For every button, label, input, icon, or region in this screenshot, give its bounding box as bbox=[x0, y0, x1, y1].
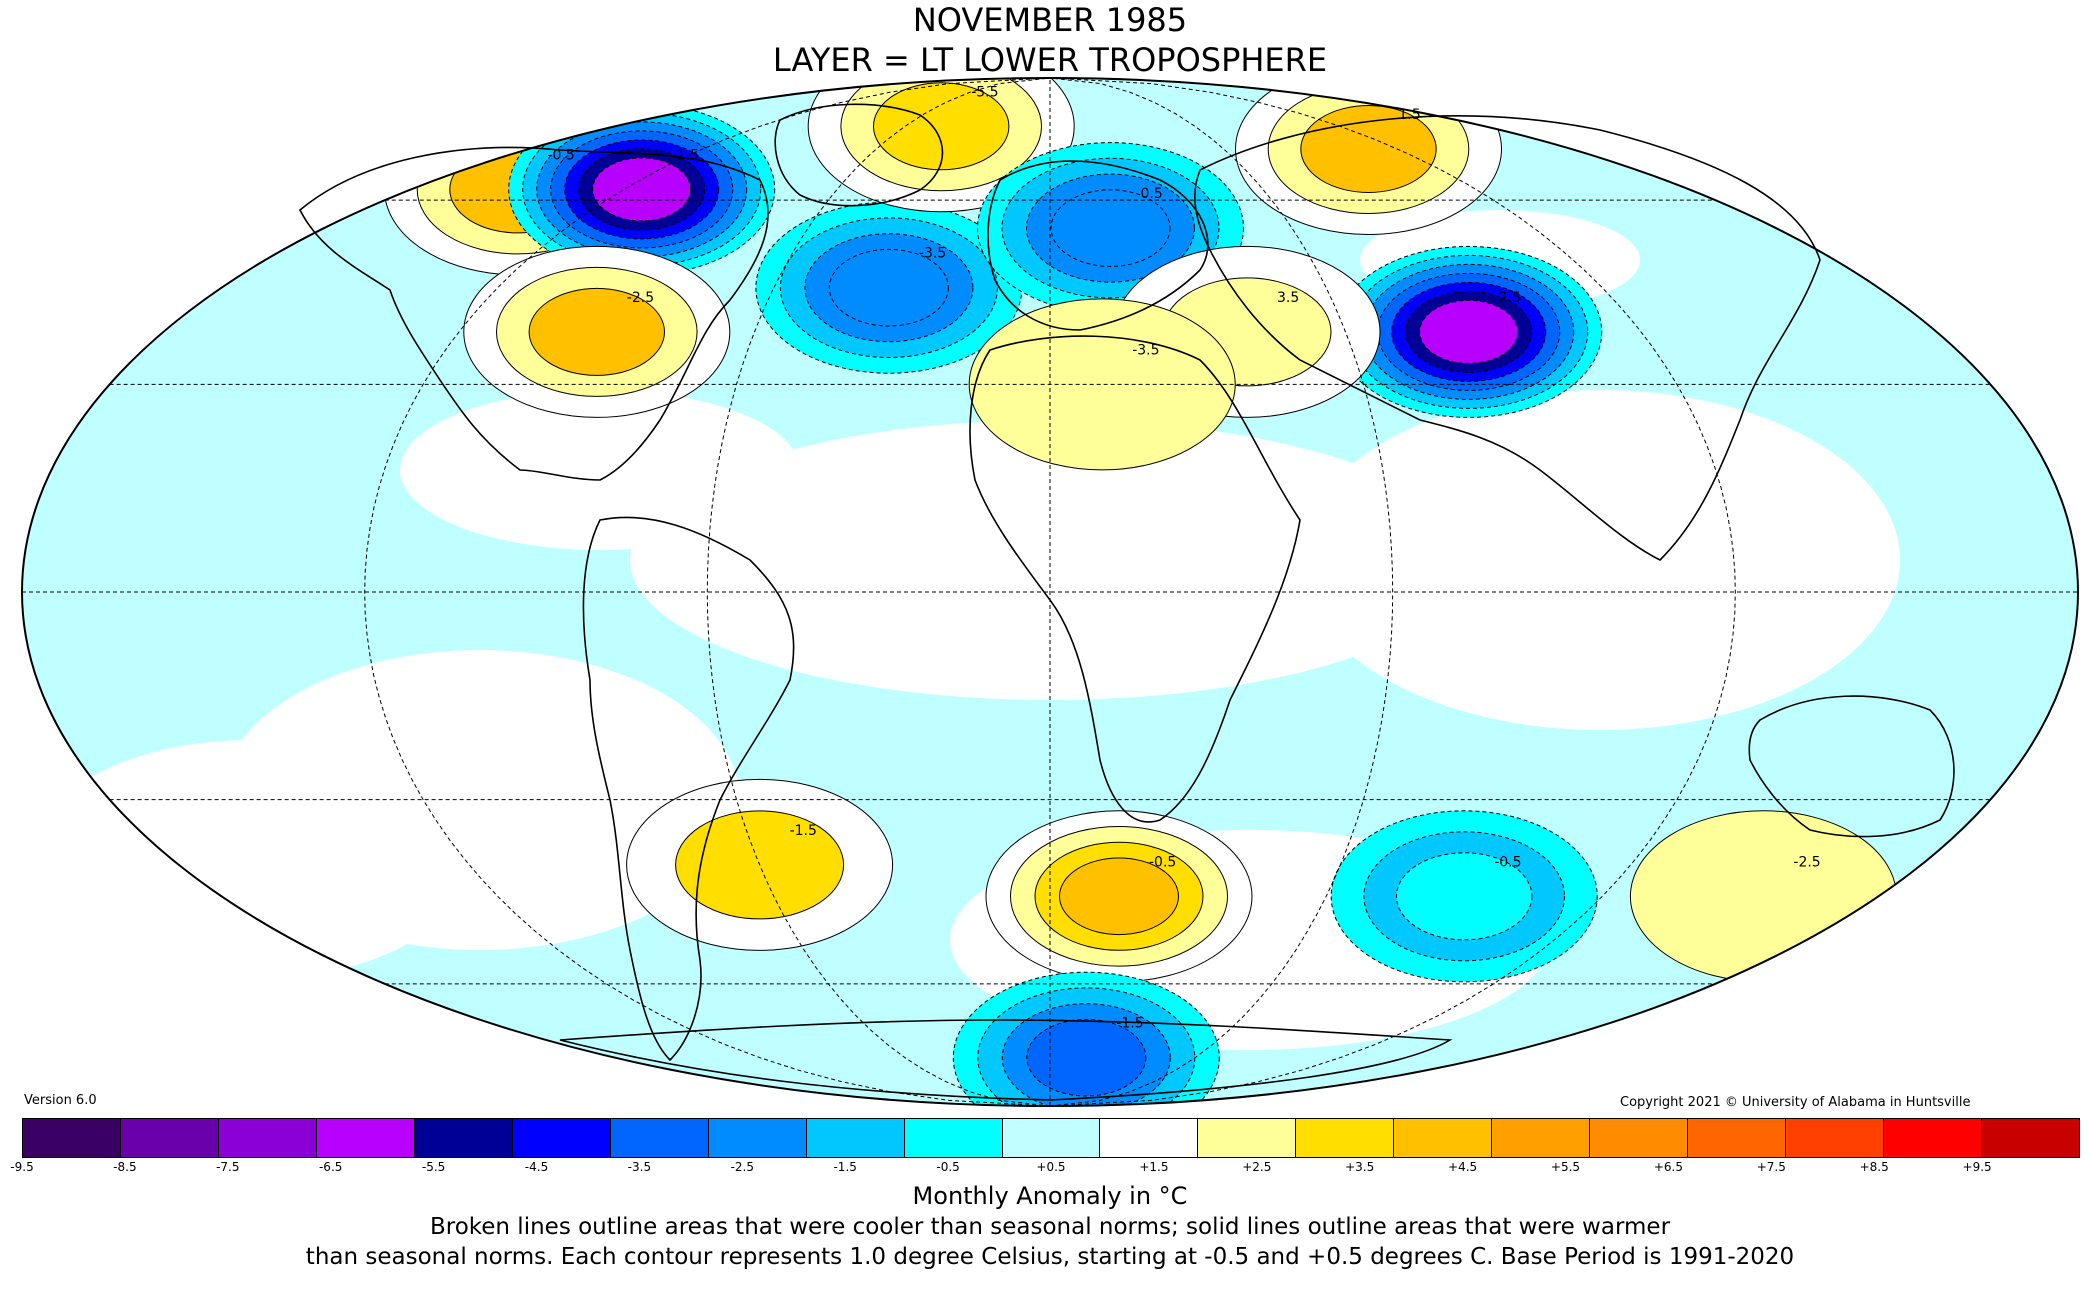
longitude-line bbox=[706, 78, 1051, 1106]
anomaly-contour-canada-cold bbox=[592, 157, 692, 222]
colorbar-cell bbox=[414, 1119, 513, 1157]
colorbar-cell bbox=[1002, 1119, 1101, 1157]
colorbar-cell bbox=[806, 1119, 905, 1157]
longitude-line bbox=[1049, 78, 1736, 1106]
colorbar-cell bbox=[1982, 1119, 2080, 1157]
contour-label: 1.5 bbox=[1399, 107, 1421, 123]
colorbar-cell bbox=[23, 1119, 121, 1157]
colorbar-tick-label: +4.5 bbox=[1448, 1160, 1478, 1174]
colorbar-tick-label: -0.5 bbox=[936, 1160, 960, 1174]
anomaly-contour-s-atlantic-warm bbox=[1059, 857, 1179, 936]
colorbar-tick-label: +8.5 bbox=[1859, 1160, 1889, 1174]
longitude-line bbox=[364, 78, 1051, 1106]
colorbar-tick-label: +3.5 bbox=[1345, 1160, 1375, 1174]
europe-outline bbox=[987, 160, 1209, 331]
caption-line-1: Broken lines outline areas that were coo… bbox=[429, 1214, 1671, 1240]
colorbar-tick-label: +2.5 bbox=[1242, 1160, 1272, 1174]
anomaly-contour-antarctic-cold bbox=[1026, 1018, 1147, 1097]
asia-outline bbox=[1194, 115, 1821, 561]
contour-label: -1.5 bbox=[1116, 1016, 1143, 1032]
contour-label: -2.5 bbox=[627, 290, 654, 306]
colorbar-tick-label: +6.5 bbox=[1653, 1160, 1683, 1174]
anomaly-contour-greenland-warm bbox=[873, 82, 1010, 171]
colorbar-cell bbox=[1394, 1119, 1493, 1157]
colorbar-cell bbox=[1100, 1119, 1199, 1157]
anomaly-contour-s-indian-cold bbox=[1396, 852, 1533, 941]
anomaly-contour-central-asia-cold bbox=[1419, 299, 1519, 364]
colorbar-cell bbox=[708, 1119, 807, 1157]
north-america-outline bbox=[299, 146, 769, 481]
graticule bbox=[22, 78, 2078, 1106]
colorbar-tick-label: -8.5 bbox=[113, 1160, 137, 1174]
contour-label: -3.5 bbox=[919, 246, 946, 262]
antarctica-outline bbox=[559, 1019, 1453, 1101]
colorbar-cell bbox=[316, 1119, 415, 1157]
contour-label: -1.5 bbox=[790, 823, 817, 839]
contour-label: 0.5 bbox=[1141, 186, 1163, 202]
colorbar bbox=[22, 1118, 2080, 1158]
australia-outline bbox=[1748, 695, 1955, 838]
colorbar-tick-label: -4.5 bbox=[524, 1160, 549, 1174]
colorbar-label: Monthly Anomaly in °C bbox=[912, 1182, 1188, 1210]
south-america-outline bbox=[582, 516, 795, 1062]
caption-line-2: than seasonal norms. Each contour repres… bbox=[305, 1244, 1795, 1270]
anomaly-contour-n-atlantic-cold bbox=[828, 248, 949, 327]
colorbar-tick-label: -7.5 bbox=[216, 1160, 240, 1174]
colorbar-tick-label: -1.5 bbox=[833, 1160, 857, 1174]
version-label: Version 6.0 bbox=[24, 1093, 97, 1108]
colorbar-cell bbox=[1884, 1119, 1983, 1157]
contour-label: -2.5 bbox=[1793, 854, 1820, 870]
contour-label: -0.5 bbox=[1149, 854, 1176, 870]
colorbar-cell bbox=[512, 1119, 611, 1157]
contour-label: -0.5 bbox=[1494, 854, 1521, 870]
contour-labels: -0.5 -1.5 -2.5 -3.5 -5.5 0.5 1.5 2.5 3.5 -0.5 -1.5… bbox=[548, 84, 1821, 1031]
contour-label: -3.5 bbox=[1132, 342, 1159, 358]
colorbar-cell bbox=[1492, 1119, 1591, 1157]
colorbar-tick-label: -3.5 bbox=[627, 1160, 652, 1174]
copyright-label: Copyright 2021 © University of Alabama i… bbox=[1620, 1095, 1971, 1110]
colorbar-cell bbox=[120, 1119, 219, 1157]
colorbar-tick-label: -5.5 bbox=[421, 1160, 446, 1174]
colorbar-cell bbox=[610, 1119, 709, 1157]
contour-label: -0.5 bbox=[548, 147, 575, 163]
colorbar-cell bbox=[1688, 1119, 1787, 1157]
colorbar-cell bbox=[218, 1119, 317, 1157]
colorbar-ticks: -9.5 -8.5 -7.5 -6.5 -5.5 -4.5 -3.5 -2.5 -1.5 -0.5… bbox=[10, 1160, 2080, 1180]
colorbar-cell bbox=[1786, 1119, 1885, 1157]
colorbar-cell bbox=[1198, 1119, 1297, 1157]
africa-outline bbox=[969, 335, 1301, 823]
map-title: NOVEMBER 1985 bbox=[912, 1, 1188, 39]
contour-label: -5.5 bbox=[971, 84, 998, 100]
colorbar-tick-label: +9.5 bbox=[1962, 1160, 1992, 1174]
anomaly-contour-n-africa-warm bbox=[968, 298, 1236, 471]
colorbar-tick-label: +0.5 bbox=[1036, 1160, 1066, 1174]
colorbar-tick-label: -6.5 bbox=[318, 1160, 343, 1174]
anomaly-contour-us-warm bbox=[528, 287, 665, 376]
colorbar-tick-label: +5.5 bbox=[1550, 1160, 1581, 1174]
contour-label: 3.5 bbox=[1277, 290, 1299, 306]
colorbar-tick-label: -2.5 bbox=[730, 1160, 755, 1174]
colorbar-tick-label: +7.5 bbox=[1756, 1160, 1786, 1174]
contour-label: 2.5 bbox=[1499, 290, 1521, 306]
colorbar-cell bbox=[1296, 1119, 1395, 1157]
colorbar-tick-label: -9.5 bbox=[10, 1160, 34, 1174]
contour-label: -1.5 bbox=[672, 147, 699, 163]
map-subtitle: LAYER = LT LOWER TROPOSPHERE bbox=[772, 41, 1328, 79]
anomaly-contour-europe-cold bbox=[1050, 189, 1171, 267]
colorbar-tick-label: +1.5 bbox=[1139, 1160, 1169, 1174]
longitude-line bbox=[1049, 78, 1394, 1106]
map-border bbox=[21, 77, 2079, 1107]
colorbar-cell bbox=[904, 1119, 1003, 1157]
coastlines bbox=[299, 103, 1955, 1101]
greenland-outline bbox=[774, 103, 944, 207]
colorbar-cell bbox=[1590, 1119, 1689, 1157]
